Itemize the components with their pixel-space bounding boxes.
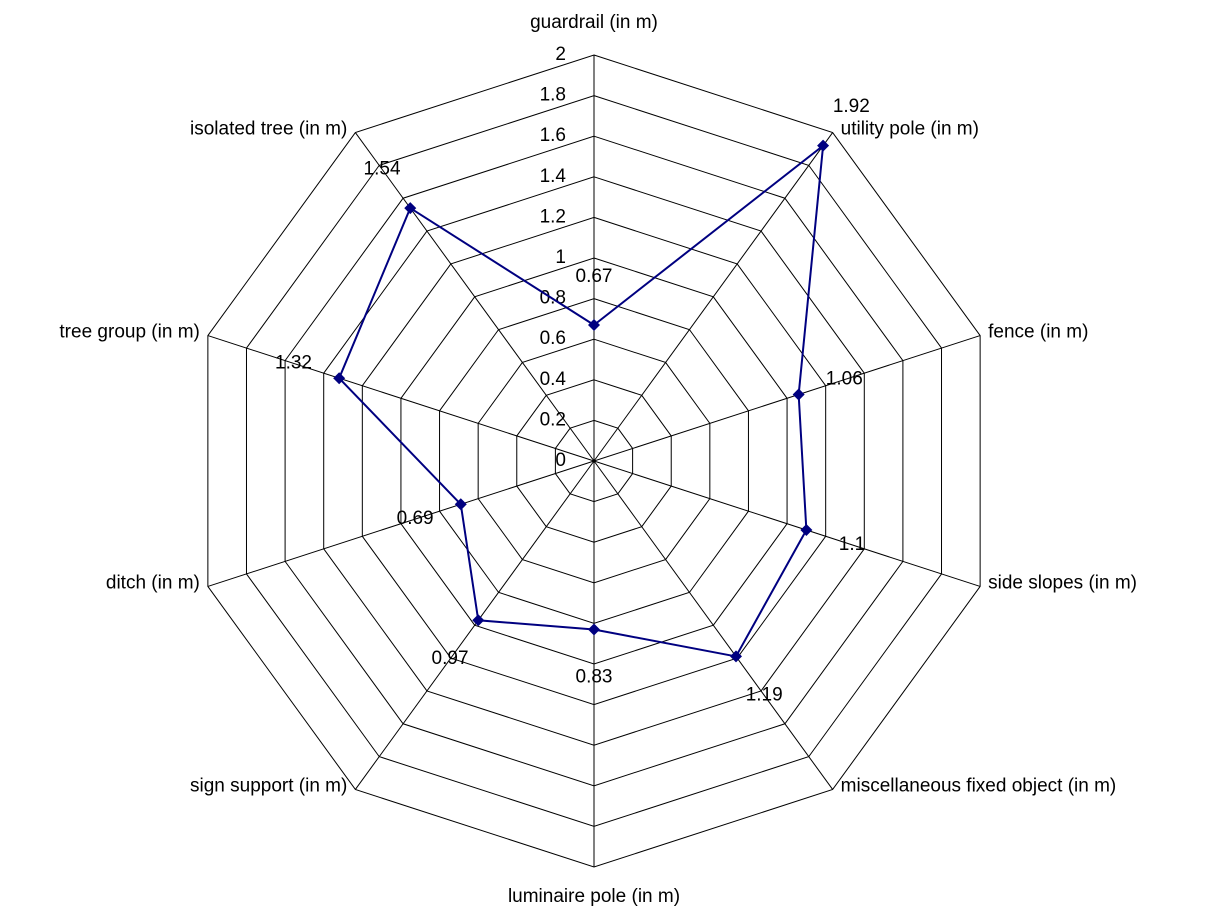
tick-label: 1.8 (540, 85, 566, 106)
data-label: 1.19 (746, 684, 783, 705)
spoke (593, 335, 981, 462)
category-label: tree group (in m) (59, 322, 199, 343)
data-point (588, 623, 600, 636)
data-label: 1.32 (275, 352, 312, 373)
data-point (404, 202, 417, 215)
category-label: utility pole (in m) (841, 119, 979, 140)
tick-label: 1 (555, 247, 566, 268)
tick-label: 2 (555, 44, 566, 65)
data-point (729, 650, 742, 663)
tick-label: 1.4 (540, 166, 567, 187)
category-label: luminaire pole (in m) (508, 886, 680, 907)
category-label: fence (in m) (988, 322, 1088, 343)
spoke (207, 335, 595, 462)
category-label: isolated tree (in m) (190, 119, 347, 140)
spoke (593, 132, 834, 462)
spoke (354, 132, 595, 462)
category-label: sign support (in m) (190, 775, 347, 796)
data-label: 1.92 (833, 96, 870, 117)
tick-label: 1.2 (540, 206, 566, 227)
spoke (354, 460, 595, 790)
data-label: 0.97 (432, 648, 469, 669)
data-point (800, 524, 813, 537)
spoke (593, 460, 981, 587)
data-label: 0.83 (576, 667, 613, 688)
tick-label: 0.2 (540, 409, 566, 430)
tick-label: 0.6 (540, 328, 566, 349)
category-label: ditch (in m) (106, 572, 200, 593)
data-point (454, 498, 467, 511)
spoke (593, 460, 834, 790)
spoke (207, 460, 595, 587)
tick-label: 0.4 (540, 369, 567, 390)
category-label: miscellaneous fixed object (in m) (841, 775, 1117, 796)
data-point (472, 614, 485, 627)
data-point (588, 318, 600, 331)
tick-label: 1.6 (540, 125, 566, 146)
data-point (817, 139, 830, 152)
data-point (792, 388, 805, 401)
data-line (337, 143, 825, 658)
data-label: 0.69 (397, 508, 434, 529)
data-label: 1.1 (839, 534, 865, 555)
data-label: 1.54 (364, 158, 401, 179)
tick-label: 0 (555, 450, 566, 471)
data-label: 0.67 (576, 266, 613, 287)
category-label: side slopes (in m) (988, 572, 1137, 593)
data-label: 1.06 (826, 369, 863, 390)
category-label: guardrail (in m) (530, 12, 658, 33)
data-point (333, 372, 346, 385)
